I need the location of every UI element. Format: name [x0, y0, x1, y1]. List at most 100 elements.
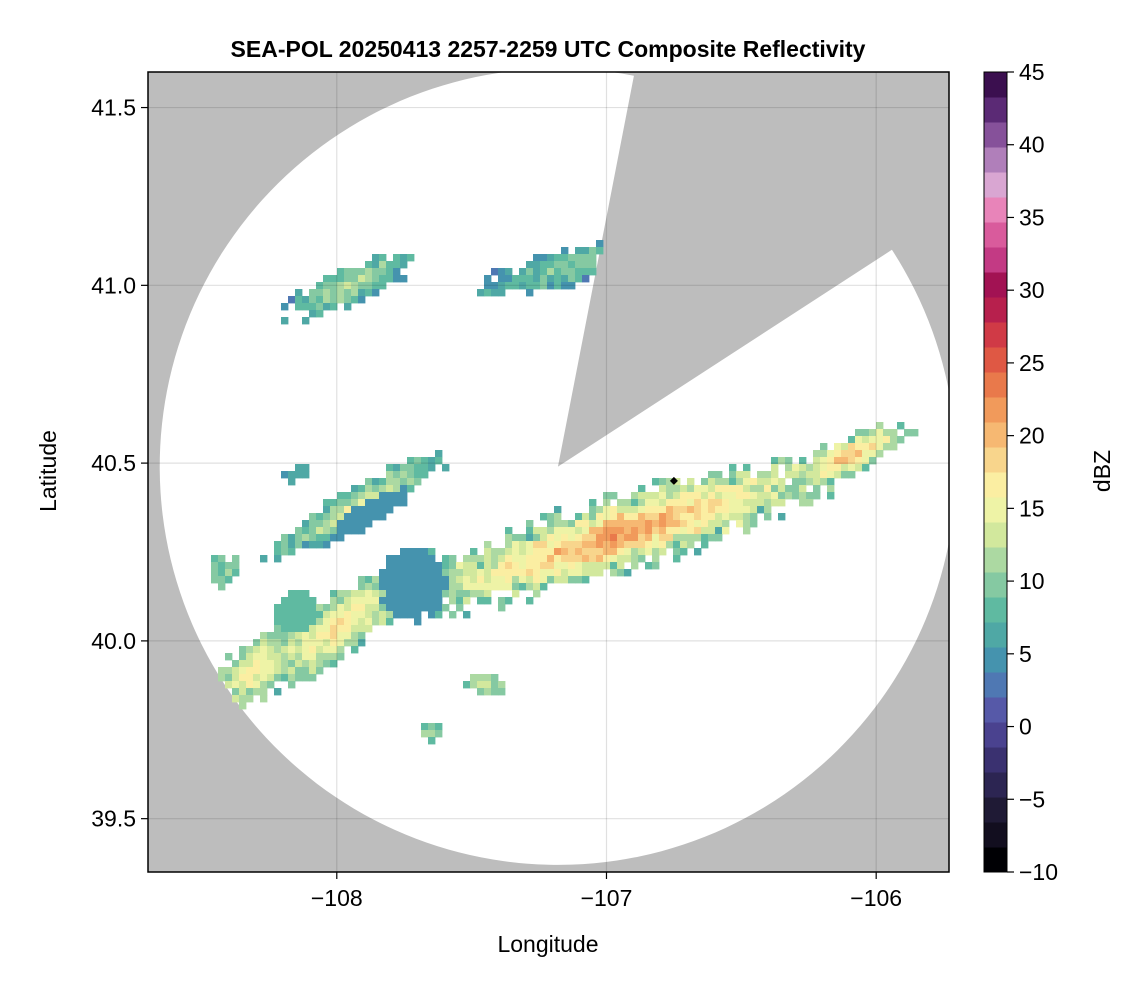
reflectivity-cell: [687, 534, 695, 542]
reflectivity-cell: [484, 282, 492, 290]
reflectivity-cell: [281, 660, 289, 668]
reflectivity-cell: [666, 478, 674, 486]
reflectivity-cell: [358, 289, 366, 297]
reflectivity-cell: [540, 527, 548, 535]
reflectivity-cell: [589, 527, 597, 535]
reflectivity-cell: [288, 639, 296, 647]
reflectivity-cell: [316, 646, 324, 654]
reflectivity-cell: [428, 730, 436, 738]
reflectivity-cell: [659, 485, 667, 493]
reflectivity-cell: [582, 555, 590, 563]
reflectivity-cell: [862, 443, 870, 451]
reflectivity-cell: [540, 282, 548, 290]
reflectivity-cell: [323, 632, 331, 640]
reflectivity-cell: [428, 569, 436, 577]
reflectivity-cell: [309, 625, 317, 633]
reflectivity-cell: [575, 261, 583, 269]
reflectivity-cell: [372, 597, 380, 605]
reflectivity-cell: [855, 457, 863, 465]
reflectivity-cell: [449, 590, 457, 598]
chart-title: SEA-POL 20250413 2257-2259 UTC Composite…: [231, 36, 866, 62]
reflectivity-cell: [463, 562, 471, 570]
reflectivity-cell: [575, 562, 583, 570]
reflectivity-cell: [295, 296, 303, 304]
reflectivity-cell: [890, 429, 898, 437]
reflectivity-cell: [400, 548, 408, 556]
reflectivity-cell: [309, 632, 317, 640]
reflectivity-cell: [603, 548, 611, 556]
reflectivity-cell: [897, 436, 905, 444]
reflectivity-cell: [736, 492, 744, 500]
reflectivity-cell: [645, 492, 653, 500]
reflectivity-cell: [911, 429, 919, 437]
reflectivity-cell: [512, 576, 520, 584]
reflectivity-cell: [715, 478, 723, 486]
colorbar-segment: [984, 772, 1007, 798]
reflectivity-cell: [813, 450, 821, 458]
reflectivity-cell: [645, 527, 653, 535]
reflectivity-cell: [260, 695, 268, 703]
reflectivity-cell: [701, 478, 709, 486]
reflectivity-cell: [344, 289, 352, 297]
reflectivity-cell: [337, 597, 345, 605]
reflectivity-cell: [813, 492, 821, 500]
x-tick-label: −108: [311, 885, 363, 911]
reflectivity-cell: [736, 478, 744, 486]
colorbar-segment: [984, 797, 1007, 823]
reflectivity-cell: [715, 513, 723, 521]
colorbar-segment: [984, 547, 1007, 573]
reflectivity-cell: [617, 569, 625, 577]
reflectivity-cell: [323, 506, 331, 514]
reflectivity-cell: [624, 520, 632, 528]
reflectivity-cell: [274, 632, 282, 640]
reflectivity-cell: [589, 261, 597, 269]
reflectivity-cell: [498, 268, 506, 276]
reflectivity-cell: [330, 275, 338, 283]
reflectivity-cell: [274, 611, 282, 619]
reflectivity-cell: [582, 548, 590, 556]
reflectivity-cell: [771, 499, 779, 507]
reflectivity-cell: [659, 527, 667, 535]
reflectivity-cell: [295, 471, 303, 479]
reflectivity-cell: [365, 282, 373, 290]
reflectivity-cell: [512, 282, 520, 290]
reflectivity-cell: [568, 576, 576, 584]
colorbar-tick-label: −10: [1019, 859, 1058, 885]
plot-frame: [147, 71, 950, 873]
reflectivity-cell: [288, 618, 296, 626]
reflectivity-cell: [596, 247, 604, 255]
reflectivity-cell: [792, 485, 800, 493]
reflectivity-cell: [505, 534, 513, 542]
reflectivity-cell: [645, 548, 653, 556]
reflectivity-cell: [659, 548, 667, 556]
reflectivity-cell: [855, 429, 863, 437]
reflectivity-cell: [330, 632, 338, 640]
reflectivity-cell: [876, 443, 884, 451]
reflectivity-cell: [708, 485, 716, 493]
reflectivity-cell: [610, 520, 618, 528]
reflectivity-cell: [526, 576, 534, 584]
y-tick-label: 40.0: [91, 628, 136, 654]
reflectivity-cell: [309, 303, 317, 311]
reflectivity-cell: [309, 597, 317, 605]
reflectivity-cell: [652, 527, 660, 535]
reflectivity-cell: [589, 548, 597, 556]
reflectivity-cell: [736, 471, 744, 479]
reflectivity-cell: [379, 597, 387, 605]
reflectivity-cell: [498, 562, 506, 570]
reflectivity-cell: [323, 660, 331, 668]
reflectivity-cell: [316, 611, 324, 619]
reflectivity-cell: [274, 660, 282, 668]
y-axis-label: Latitude: [35, 430, 61, 512]
reflectivity-cell: [428, 562, 436, 570]
reflectivity-cell: [428, 723, 436, 731]
reflectivity-cell: [666, 520, 674, 528]
reflectivity-cell: [302, 541, 310, 549]
reflectivity-cell: [295, 618, 303, 626]
colorbar-segment: [984, 297, 1007, 323]
reflectivity-cell: [869, 457, 877, 465]
reflectivity-cell: [435, 450, 443, 458]
reflectivity-cell: [358, 618, 366, 626]
reflectivity-cell: [869, 436, 877, 444]
reflectivity-cell: [386, 261, 394, 269]
